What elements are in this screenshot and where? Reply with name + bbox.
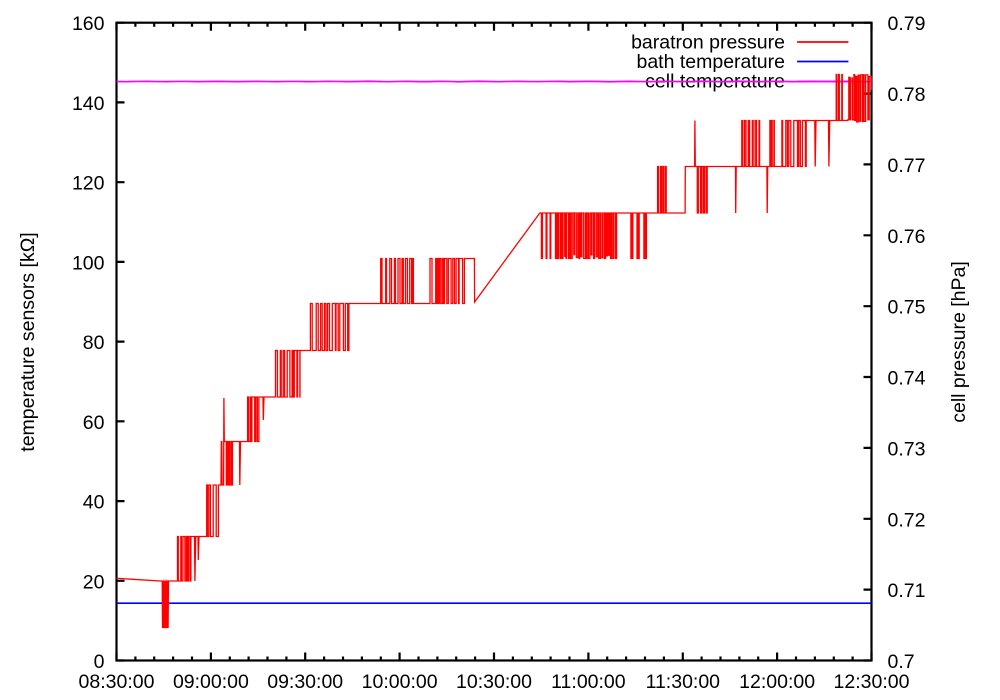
svg-text:baratron pressure: baratron pressure: [631, 32, 785, 54]
svg-text:0.76: 0.76: [888, 226, 926, 248]
svg-text:0.73: 0.73: [888, 438, 926, 460]
svg-text:60: 60: [83, 412, 105, 434]
svg-text:10:00:00: 10:00:00: [362, 671, 438, 693]
svg-text:08:30:00: 08:30:00: [79, 671, 155, 693]
svg-text:80: 80: [83, 332, 105, 354]
svg-text:cell pressure [hPa]: cell pressure [hPa]: [948, 261, 970, 423]
svg-text:12:30:00: 12:30:00: [834, 671, 910, 693]
svg-text:0.71: 0.71: [888, 580, 926, 602]
svg-text:0.75: 0.75: [888, 297, 926, 319]
svg-text:40: 40: [83, 492, 105, 514]
svg-text:140: 140: [72, 93, 105, 115]
svg-text:0.79: 0.79: [888, 13, 926, 35]
svg-text:0.77: 0.77: [888, 155, 926, 177]
svg-text:11:30:00: 11:30:00: [646, 671, 721, 693]
svg-text:120: 120: [72, 173, 105, 195]
svg-text:160: 160: [72, 13, 105, 35]
svg-text:0.78: 0.78: [888, 84, 926, 106]
svg-text:12:00:00: 12:00:00: [739, 671, 815, 693]
svg-text:09:30:00: 09:30:00: [267, 671, 343, 693]
svg-text:0.7: 0.7: [888, 651, 915, 673]
svg-text:20: 20: [83, 571, 105, 593]
svg-text:bath temperature: bath temperature: [636, 51, 785, 73]
svg-text:0.74: 0.74: [888, 368, 926, 390]
svg-text:09:00:00: 09:00:00: [173, 671, 249, 693]
svg-text:0.72: 0.72: [888, 509, 926, 531]
svg-text:10:30:00: 10:30:00: [456, 671, 532, 693]
svg-text:100: 100: [72, 252, 105, 274]
svg-text:0: 0: [94, 651, 105, 673]
svg-text:11:00:00: 11:00:00: [551, 671, 626, 693]
svg-text:temperature sensors [kΩ]: temperature sensors [kΩ]: [17, 232, 39, 451]
